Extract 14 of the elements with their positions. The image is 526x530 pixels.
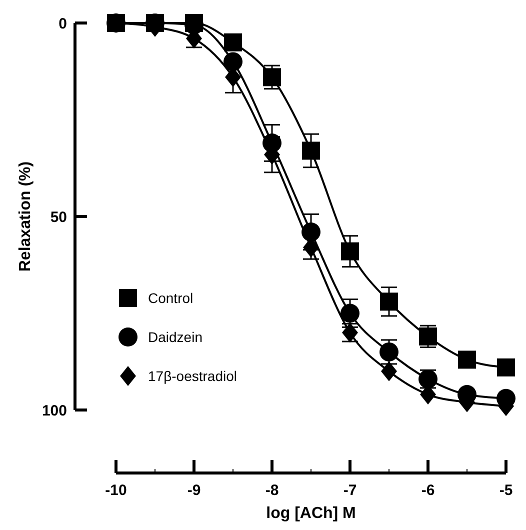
legend-label: Daidzein (148, 328, 202, 345)
x-tick-label: -7 (343, 482, 357, 499)
x-tick-label: -5 (499, 482, 513, 499)
y-tick-label: 100 (42, 402, 67, 420)
x-axis-title: log [ACh] M (266, 505, 356, 522)
y-tick-label: 0 (58, 15, 67, 32)
legend-label: 17β-oestradiol (148, 368, 237, 384)
y-axis-title: Relaxation (%) (17, 161, 34, 272)
x-tick-label: -6 (421, 482, 435, 499)
x-tick-label: -9 (187, 482, 201, 499)
x-tick-label: -10 (105, 482, 127, 499)
y-tick-label: 50 (50, 208, 67, 226)
legend-label: Control (148, 290, 194, 306)
x-tick-label: -8 (265, 482, 279, 499)
